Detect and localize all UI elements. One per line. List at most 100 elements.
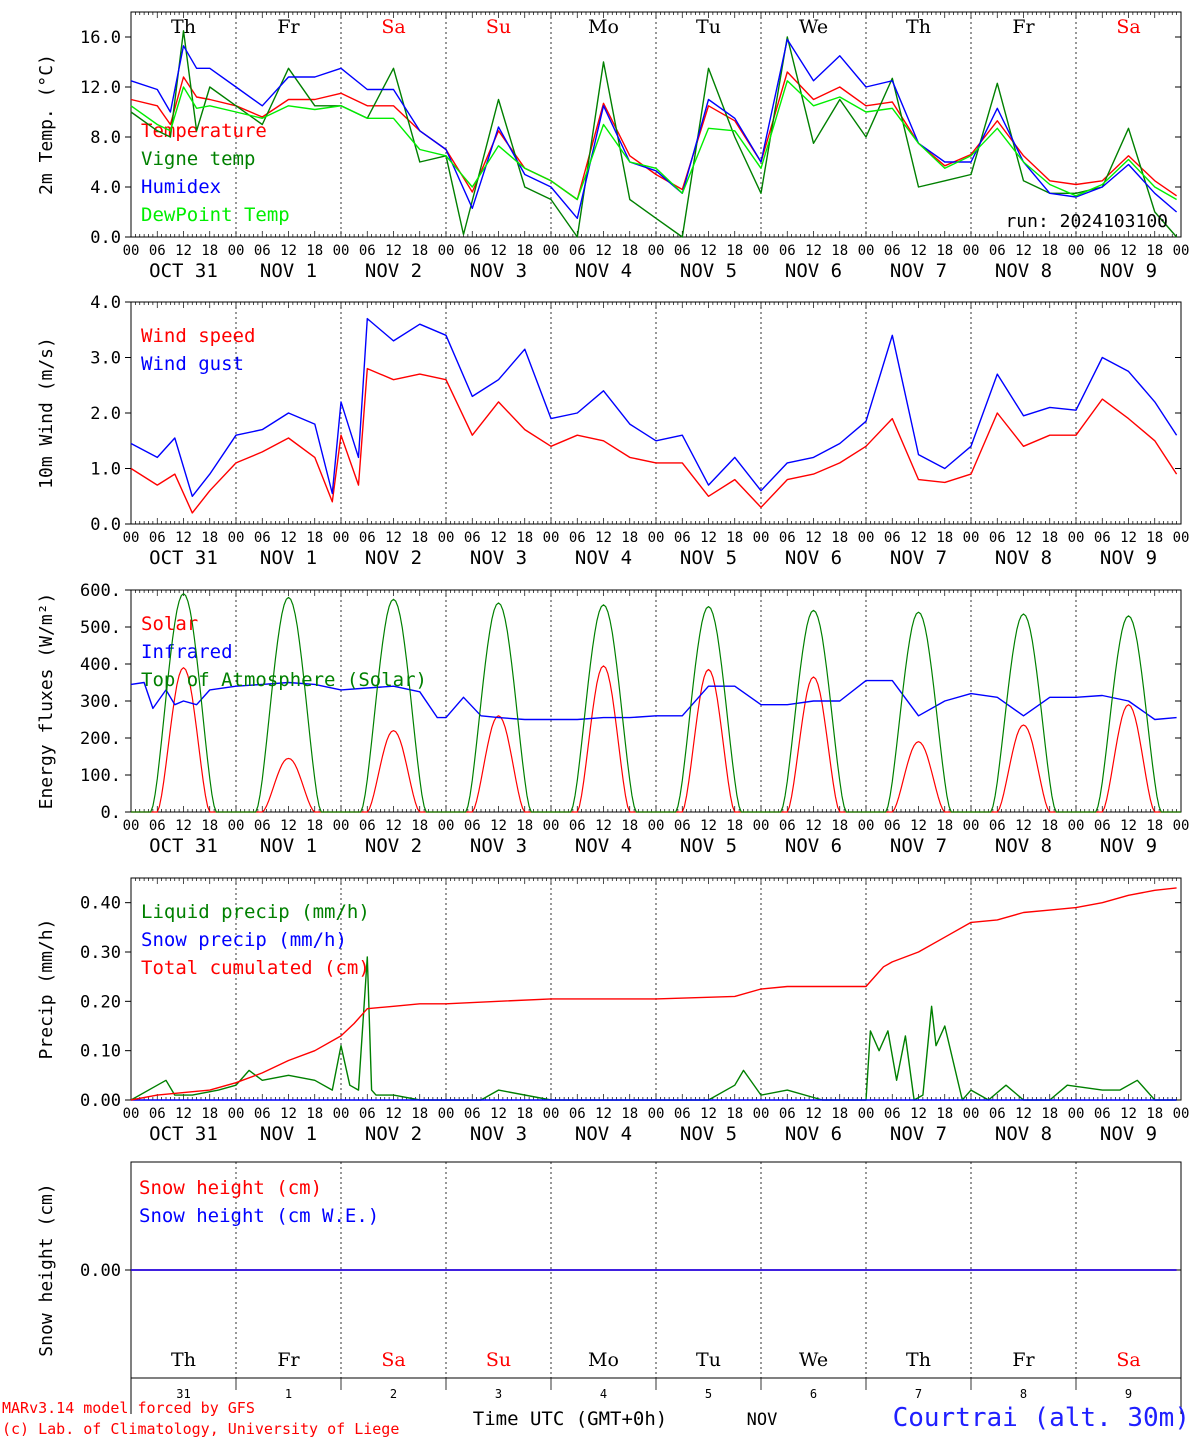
hour-tick-label: 12	[700, 818, 717, 834]
y-tick-label: 600.	[80, 581, 121, 601]
date-label: OCT 31	[149, 260, 218, 282]
hour-tick-label: 06	[884, 818, 901, 834]
hour-tick-label: 18	[1041, 1106, 1058, 1122]
date-label: NOV 8	[995, 260, 1052, 282]
date-label: NOV 2	[365, 835, 422, 857]
weekday-label: We	[799, 1349, 828, 1371]
legend-entry: Liquid precip (mm/h)	[141, 901, 370, 923]
hour-tick-label: 12	[175, 818, 192, 834]
hour-tick-label: 18	[621, 243, 638, 259]
series-line-dewpoint-temp	[130, 80, 1177, 201]
legend-entry: Snow precip (mm/h)	[141, 929, 347, 951]
hour-tick-label: 18	[831, 243, 848, 259]
y-tick-label: 400.	[80, 655, 121, 675]
hour-tick-label: 12	[1120, 1106, 1137, 1122]
hour-tick-label: 18	[306, 818, 323, 834]
y-axis-label: 2m Temp. (°C)	[36, 54, 57, 195]
hour-tick-label: 00	[333, 818, 350, 834]
hour-tick-label: 18	[201, 1106, 218, 1122]
hour-tick-label: 18	[1146, 818, 1163, 834]
legend-entry: Snow height (cm)	[139, 1177, 322, 1199]
y-tick-label: 12.0	[80, 78, 121, 98]
hour-tick-label: 06	[989, 818, 1006, 834]
hour-tick-label: 18	[831, 818, 848, 834]
hour-tick-label: 18	[516, 530, 533, 546]
hour-tick-label: 06	[1094, 530, 1111, 546]
date-label: OCT 31	[149, 835, 218, 857]
y-tick-label: 0.00	[80, 1091, 121, 1111]
hour-tick-label: 18	[621, 818, 638, 834]
y-tick-label: 0.40	[80, 894, 121, 914]
hour-tick-label: 12	[595, 1106, 612, 1122]
run-label: run: 2024103100	[1005, 211, 1168, 232]
date-label: NOV 9	[1100, 260, 1157, 282]
day-number: 3	[495, 1387, 502, 1401]
hour-tick-label: 18	[411, 818, 428, 834]
hour-tick-label: 06	[884, 1106, 901, 1122]
hour-tick-label: 00	[228, 1106, 245, 1122]
hour-tick-label: 00	[753, 1106, 770, 1122]
weekday-label: Su	[486, 16, 511, 38]
hour-tick-label: 00	[1173, 243, 1190, 259]
hour-tick-label: 06	[569, 530, 586, 546]
date-label: NOV 5	[680, 835, 737, 857]
hour-tick-label: 18	[201, 530, 218, 546]
hour-tick-label: 12	[910, 530, 927, 546]
date-label: NOV 3	[470, 260, 527, 282]
hour-tick-label: 00	[228, 530, 245, 546]
hour-tick-label: 00	[1173, 530, 1190, 546]
hour-tick-label: 12	[175, 530, 192, 546]
series-line-liquid-precip-mm-h	[130, 956, 1177, 1101]
y-tick-label: 0.0	[90, 228, 121, 248]
hour-tick-label: 12	[490, 530, 507, 546]
legend-entry: Total cumulated (cm)	[141, 957, 370, 979]
hour-tick-label: 00	[123, 243, 140, 259]
hour-tick-label: 06	[884, 243, 901, 259]
hour-tick-label: 00	[438, 1106, 455, 1122]
hour-tick-label: 12	[1015, 243, 1032, 259]
hour-tick-label: 12	[700, 530, 717, 546]
hour-tick-label: 00	[858, 243, 875, 259]
date-label: NOV 3	[470, 547, 527, 569]
hour-tick-label: 06	[989, 530, 1006, 546]
hour-tick-label: 00	[333, 1106, 350, 1122]
date-label: NOV 9	[1100, 835, 1157, 857]
hour-tick-label: 12	[280, 818, 297, 834]
hour-tick-label: 18	[411, 1106, 428, 1122]
hour-tick-label: 00	[543, 530, 560, 546]
date-label: NOV 9	[1100, 1123, 1157, 1145]
y-tick-label: 3.0	[90, 349, 121, 369]
y-tick-label: 300.	[80, 692, 121, 712]
legend-entry: Snow height (cm W.E.)	[139, 1205, 379, 1227]
hour-tick-label: 00	[753, 818, 770, 834]
panel-snow: 0.00 Snow height (cm) Snow height (cm) Snow…	[36, 1161, 1182, 1379]
hour-tick-label: 18	[516, 818, 533, 834]
date-label: OCT 31	[149, 547, 218, 569]
hour-tick-label: 06	[674, 818, 691, 834]
hour-tick-label: 06	[1094, 818, 1111, 834]
weekday-label: Fr	[1012, 1349, 1035, 1371]
hour-tick-label: 06	[884, 530, 901, 546]
weekday-label: We	[799, 16, 828, 38]
hour-tick-label: 12	[1120, 818, 1137, 834]
date-label: NOV 8	[995, 1123, 1052, 1145]
date-label: NOV 1	[260, 260, 317, 282]
weekday-label: Sa	[381, 1349, 405, 1371]
day-number: 9	[1125, 1387, 1132, 1401]
hour-tick-label: 12	[700, 1106, 717, 1122]
hour-tick-label: 06	[149, 530, 166, 546]
time-axis-title: Time UTC (GMT+0h)	[473, 1408, 667, 1430]
date-label: NOV 7	[890, 835, 947, 857]
hour-tick-label: 06	[569, 243, 586, 259]
series-line-humidex	[130, 38, 1178, 220]
hour-tick-label: 00	[1173, 1106, 1190, 1122]
hour-tick-label: 06	[1094, 243, 1111, 259]
hour-tick-label: 00	[123, 818, 140, 834]
y-axis-label: Energy fluxes (W/m²)	[36, 593, 57, 810]
hour-tick-label: 18	[201, 243, 218, 259]
hour-tick-label: 00	[648, 530, 665, 546]
hour-tick-label: 12	[1015, 818, 1032, 834]
hour-tick-label: 00	[753, 530, 770, 546]
series-line-temperature	[130, 71, 1177, 201]
